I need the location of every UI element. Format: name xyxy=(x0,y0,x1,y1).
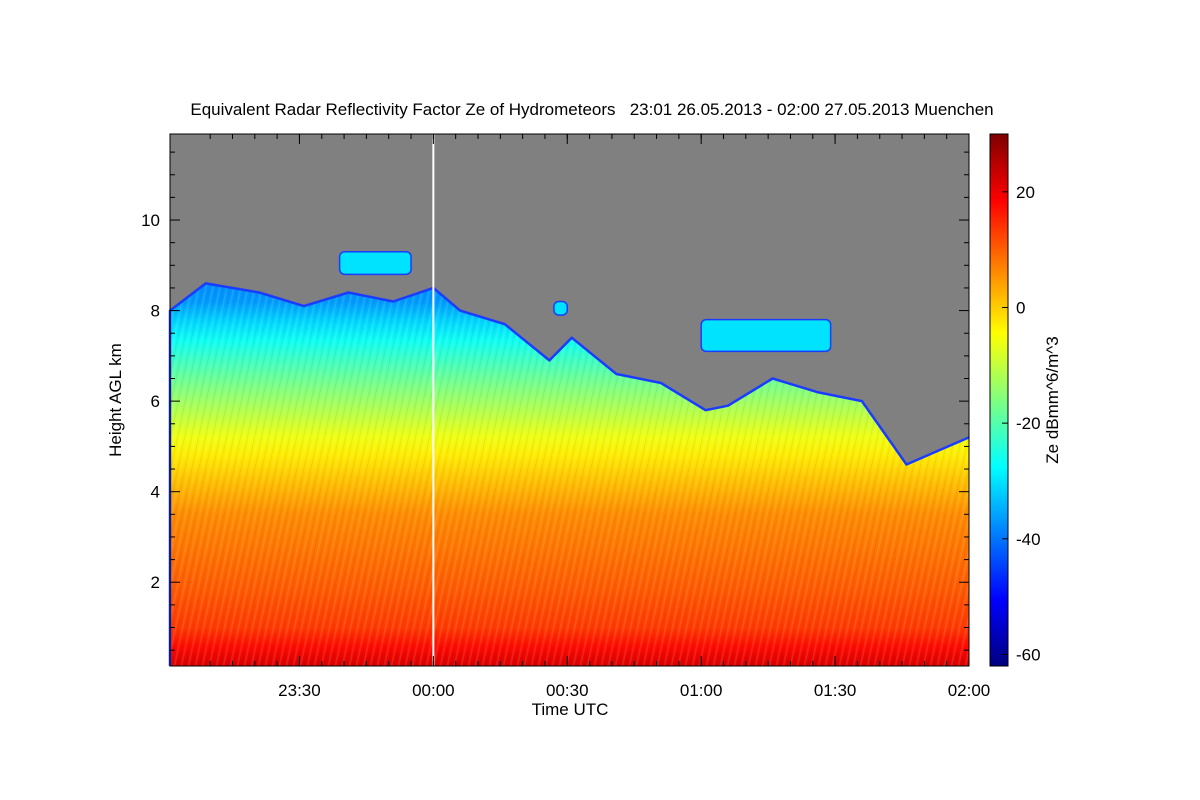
y-tick-label: 6 xyxy=(151,392,160,411)
x-tick-label: 00:30 xyxy=(546,681,589,700)
y-axis: 2 4 6 8 10 xyxy=(141,151,969,651)
y-tick-label: 4 xyxy=(151,483,160,502)
plot-frame xyxy=(169,133,970,667)
colorbar-tick-label: -60 xyxy=(1016,645,1041,664)
colorbar-tick-label: 20 xyxy=(1016,183,1035,202)
plot-area xyxy=(168,133,970,667)
x-tick-label: 01:00 xyxy=(680,681,723,700)
y-tick-label: 2 xyxy=(151,573,160,592)
cloud-patch xyxy=(700,318,832,353)
colorbar-tick-label: -40 xyxy=(1016,530,1041,549)
colorbar: -60 -40 -20 0 20 xyxy=(989,133,1041,667)
x-axis: 23:30 00:00 00:30 01:00 01:30 02:00 xyxy=(209,134,991,700)
echo-texture xyxy=(170,283,969,666)
y-tick-label: 8 xyxy=(151,302,160,321)
colorbar-label: Ze dBmm^6/m^3 xyxy=(1043,336,1062,463)
colorbar-tick-label: -20 xyxy=(1016,414,1041,433)
cloud-patch xyxy=(338,250,412,276)
x-tick-label: 01:30 xyxy=(814,681,857,700)
x-tick-label: 02:00 xyxy=(948,681,991,700)
x-axis-label: Time UTC xyxy=(532,700,609,719)
x-tick-label: 00:00 xyxy=(412,681,455,700)
x-tick-label: 23:30 xyxy=(278,681,321,700)
echo-top-edge xyxy=(168,282,970,666)
cloud-patch xyxy=(553,300,569,316)
y-axis-label: Height AGL km xyxy=(106,343,125,457)
y-tick-label: 10 xyxy=(141,211,160,230)
colorbar-tick-label: 0 xyxy=(1016,298,1025,317)
colorbar-scale xyxy=(989,133,1009,667)
chart-title: Equivalent Radar Reflectivity Factor Ze … xyxy=(190,100,993,119)
